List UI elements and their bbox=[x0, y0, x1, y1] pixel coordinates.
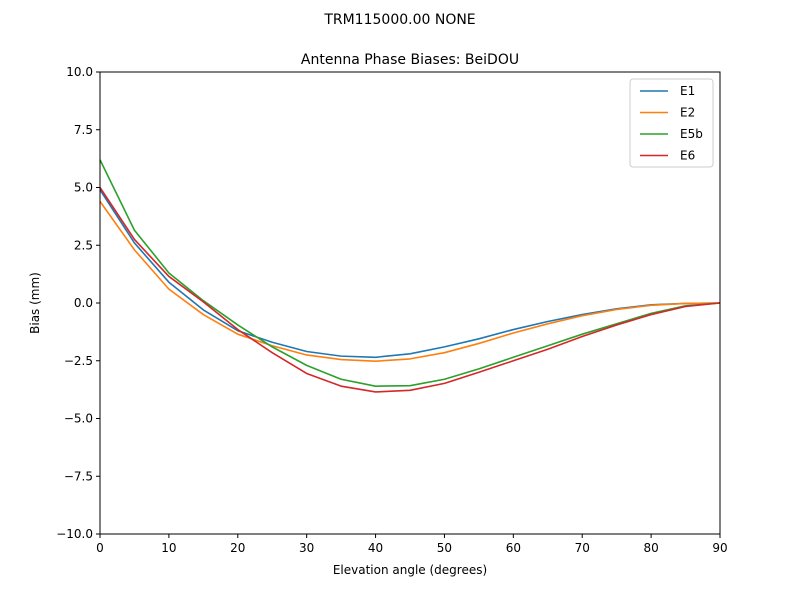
x-tick-label: 90 bbox=[712, 541, 727, 555]
x-tick-label: 70 bbox=[575, 541, 590, 555]
legend: E1 E2 E5b E6 bbox=[629, 78, 714, 168]
x-tick-label: 10 bbox=[161, 541, 176, 555]
legend-box bbox=[629, 78, 714, 168]
y-tick-label: −2.5 bbox=[64, 354, 93, 368]
figure-suptitle: TRM115000.00 NONE bbox=[323, 12, 475, 28]
x-tick-label: 40 bbox=[368, 541, 383, 555]
series-line-e1 bbox=[99, 189, 721, 359]
legend-label-e1: E1 bbox=[680, 84, 695, 98]
x-tick-label: 30 bbox=[299, 541, 314, 555]
x-axis: 0 10 20 30 40 50 60 70 80 90 bbox=[96, 534, 728, 555]
plot-frame bbox=[99, 71, 721, 535]
y-axis: −10.0 −7.5 −5.0 −2.5 0.0 2.5 5.0 7.5 10.0 bbox=[56, 65, 100, 541]
x-tick-label: 20 bbox=[230, 541, 245, 555]
x-tick-label: 60 bbox=[506, 541, 521, 555]
x-tick-label: 0 bbox=[96, 541, 104, 555]
y-tick-label: 2.5 bbox=[74, 238, 93, 252]
y-axis-label: Bias (mm) bbox=[28, 272, 42, 334]
series-line-e2 bbox=[99, 200, 721, 363]
y-tick-label: 7.5 bbox=[74, 123, 93, 137]
series-line-e5b bbox=[99, 159, 721, 387]
x-tick-label: 50 bbox=[437, 541, 452, 555]
legend-label-e6: E6 bbox=[680, 149, 695, 163]
y-tick-label: 5.0 bbox=[74, 181, 93, 195]
y-tick-label: −7.5 bbox=[64, 469, 93, 483]
y-tick-label: −10.0 bbox=[56, 527, 93, 541]
x-axis-label: Elevation angle (degrees) bbox=[333, 563, 487, 577]
series-layer bbox=[99, 159, 721, 393]
legend-label-e2: E2 bbox=[680, 106, 695, 120]
legend-label-e5b: E5b bbox=[680, 127, 703, 141]
x-tick-label: 80 bbox=[643, 541, 658, 555]
y-tick-label: −5.0 bbox=[64, 412, 93, 426]
y-tick-label: 0.0 bbox=[74, 296, 93, 310]
chart-title: Antenna Phase Biases: BeiDOU bbox=[301, 52, 519, 68]
y-tick-label: 10.0 bbox=[66, 65, 93, 79]
series-line-e6 bbox=[99, 187, 721, 393]
